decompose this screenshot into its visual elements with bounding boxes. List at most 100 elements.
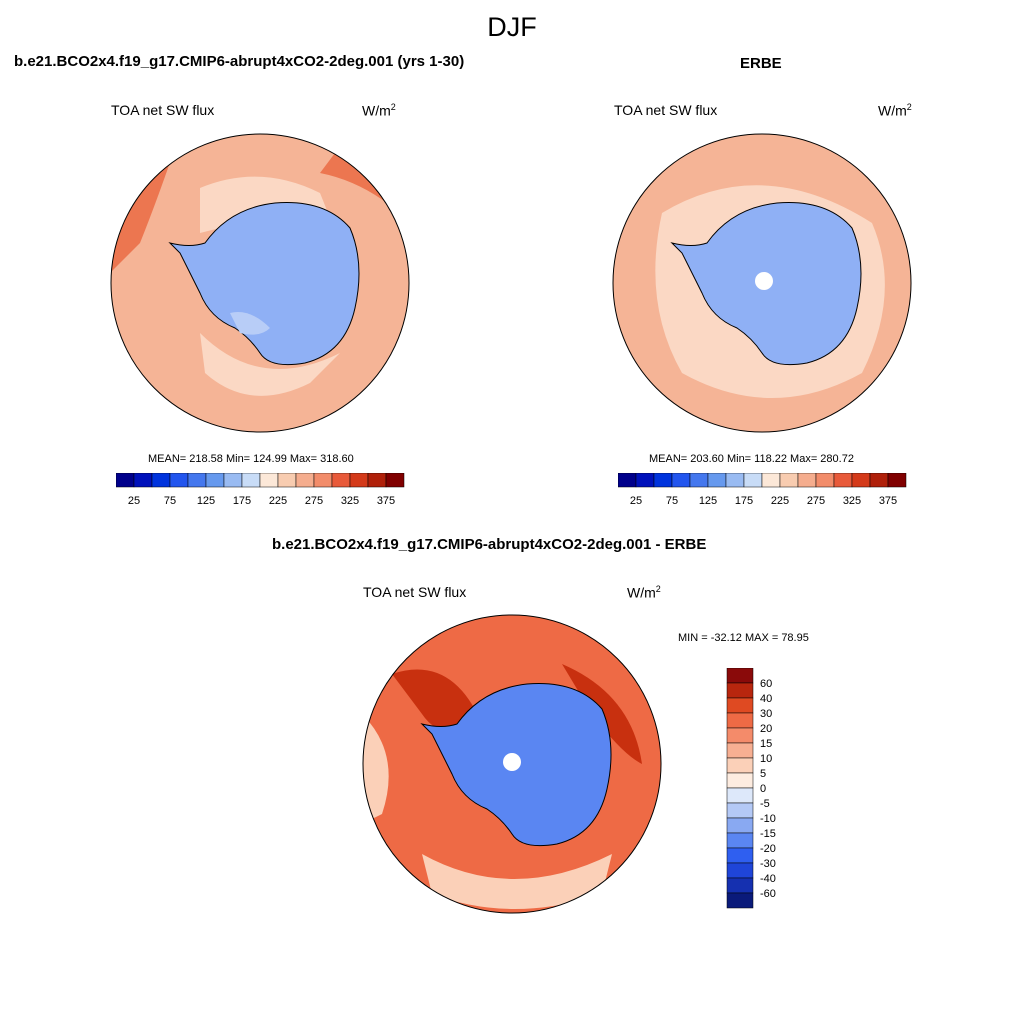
colorbar-tick-label: 25 (128, 495, 140, 507)
colorbar-box (367, 473, 387, 488)
model-colorbar-boxes (116, 473, 405, 488)
obs-panel-header: ERBE (740, 55, 782, 72)
diff-units: W/m2 (627, 584, 661, 601)
colorbar-box (726, 668, 754, 684)
colorbar-box (726, 682, 754, 699)
colorbar-box (726, 847, 754, 864)
model-polar-map (110, 133, 410, 433)
colorbar-box (223, 473, 243, 488)
obs-colorbar-boxes (618, 473, 907, 488)
colorbar-box (851, 473, 871, 488)
figure-title: DJF (487, 12, 537, 42)
colorbar-tick-label: 125 (197, 495, 215, 507)
colorbar-tick-label: -5 (760, 798, 770, 810)
colorbar-tick-label: 375 (879, 495, 897, 507)
colorbar-tick-label: 75 (666, 495, 678, 507)
colorbar-box (726, 772, 754, 789)
diff-light-patch-s (422, 854, 612, 909)
colorbar-box (205, 473, 225, 488)
model-ross-shelf-light (230, 312, 270, 335)
colorbar-box (869, 473, 889, 488)
colorbar-tick-label: 25 (630, 495, 642, 507)
colorbar-box (726, 862, 754, 879)
colorbar-box (349, 473, 369, 488)
colorbar-tick-label: 325 (843, 495, 861, 507)
colorbar-tick-label: 10 (760, 753, 772, 765)
model-units: W/m2 (362, 102, 396, 119)
colorbar-tick-label: 325 (341, 495, 359, 507)
model-colorbar: 25 75 125 175 225 275 325 375 (116, 473, 405, 507)
colorbar-tick-label: 15 (760, 738, 772, 750)
colorbar-box (726, 817, 754, 834)
colorbar-tick-label: 125 (699, 495, 717, 507)
diff-colorbar-boxes (726, 668, 754, 909)
colorbar-tick-label: 30 (760, 708, 772, 720)
colorbar-tick-label: 40 (760, 693, 772, 705)
colorbar-tick-label: -20 (760, 843, 776, 855)
colorbar-box (761, 473, 781, 488)
colorbar-box (725, 473, 745, 488)
colorbar-tick-label: 225 (771, 495, 789, 507)
colorbar-tick-label: 175 (735, 495, 753, 507)
obs-variable-label: TOA net SW flux (614, 102, 718, 118)
colorbar-tick-label: 20 (760, 723, 772, 735)
colorbar-box (726, 727, 754, 744)
obs-colorbar: 25 75 125 175 225 275 325 375 (618, 473, 907, 507)
colorbar-tick-label: 225 (269, 495, 287, 507)
colorbar-tick-label: 275 (807, 495, 825, 507)
diff-colorbar-labels: 60 40 30 20 15 10 5 0 -5 -10 -15 -20 -30 -40 -60 (760, 678, 776, 900)
colorbar-tick-label: 75 (164, 495, 176, 507)
colorbar-box (313, 473, 333, 488)
model-light-ring-s (200, 333, 340, 396)
model-colorbar-labels: 25 75 125 175 225 275 325 375 (128, 495, 395, 507)
colorbar-box (726, 712, 754, 729)
obs-units: W/m2 (878, 102, 912, 119)
colorbar-box (331, 473, 351, 488)
diff-hot-band (392, 669, 482, 732)
colorbar-tick-label: -10 (760, 813, 776, 825)
diff-minmax: MIN = -32.12 MAX = 78.95 (678, 632, 809, 644)
obs-polar-map (612, 133, 912, 433)
colorbar-tick-label: 60 (760, 678, 772, 690)
colorbar-box (259, 473, 279, 488)
colorbar-box (385, 473, 405, 488)
colorbar-tick-label: 375 (377, 495, 395, 507)
colorbar-tick-label: 5 (760, 768, 766, 780)
colorbar-box (887, 473, 907, 488)
colorbar-box (653, 473, 673, 488)
colorbar-box (815, 473, 835, 488)
diff-panel-header: b.e21.BCO2x4.f19_g17.CMIP6-abrupt4xCO2-2… (272, 536, 707, 553)
model-stats: MEAN= 218.58 Min= 124.99 Max= 318.60 (148, 453, 354, 465)
diff-pole-hole (503, 753, 521, 771)
colorbar-box (241, 473, 261, 488)
colorbar-box (295, 473, 315, 488)
colorbar-box (726, 877, 754, 894)
colorbar-box (779, 473, 799, 488)
model-variable-label: TOA net SW flux (111, 102, 215, 118)
obs-pole-hole (755, 272, 773, 290)
colorbar-box (743, 473, 763, 488)
colorbar-box (277, 473, 297, 488)
colorbar-tick-label: -60 (760, 888, 776, 900)
obs-colorbar-labels: 25 75 125 175 225 275 325 375 (630, 495, 897, 507)
obs-stats: MEAN= 203.60 Min= 118.22 Max= 280.72 (649, 453, 854, 465)
colorbar-box (726, 832, 754, 849)
model-panel-header: b.e21.BCO2x4.f19_g17.CMIP6-abrupt4xCO2-2… (14, 53, 465, 70)
colorbar-tick-label: 0 (760, 783, 766, 795)
colorbar-box (116, 473, 135, 488)
colorbar-box (726, 802, 754, 819)
model-antarctica-ice (168, 202, 360, 366)
diff-light-patch (363, 714, 389, 824)
colorbar-tick-label: 275 (305, 495, 323, 507)
diff-variable-label: TOA net SW flux (363, 584, 467, 600)
colorbar-box (726, 742, 754, 759)
colorbar-box (726, 787, 754, 804)
colorbar-tick-label: -40 (760, 873, 776, 885)
colorbar-box (187, 473, 207, 488)
colorbar-box (797, 473, 817, 488)
colorbar-box (635, 473, 655, 488)
colorbar-tick-label: 175 (233, 495, 251, 507)
diff-colorbar: 60 40 30 20 15 10 5 0 -5 -10 -15 -20 -30 -40 -60 (726, 668, 776, 909)
colorbar-box (726, 757, 754, 774)
colorbar-box (726, 892, 754, 909)
